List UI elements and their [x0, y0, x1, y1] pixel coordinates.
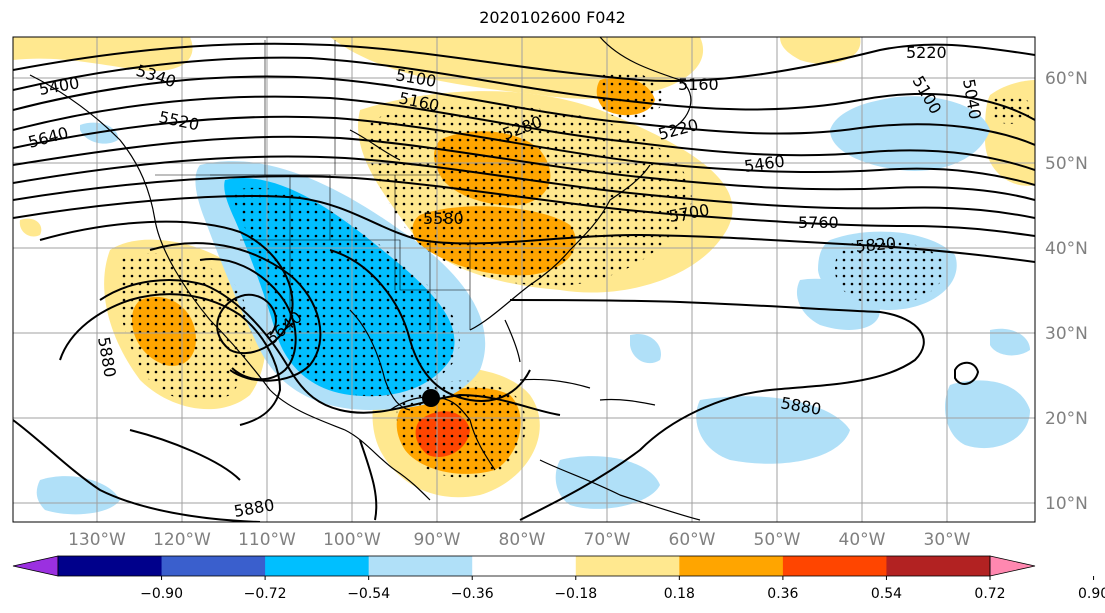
colorbar-tick-label: 0.72: [974, 586, 1005, 602]
colorbar-tick-label: −0.36: [451, 586, 494, 602]
colorbar: −0.90 −0.72 −0.54 −0.36 −0.18 0.18 0.36 0.54 0.7…: [12, 555, 1105, 602]
colorbar-segment: [782, 556, 887, 576]
colorbar-tick-label: −0.72: [244, 586, 287, 602]
colorbar-frame: [57, 555, 991, 577]
colorbar-tick-label: −0.90: [140, 586, 183, 602]
lon-label: 90°W: [414, 530, 461, 550]
contour-label: 5760: [798, 213, 839, 232]
lon-label: 130°W: [68, 530, 126, 550]
colorbar-segment: [368, 556, 473, 576]
longitude-labels: 130°W 120°W 110°W 100°W 90°W 80°W 70°W 6…: [68, 530, 971, 550]
colorbar-tick-label: −0.54: [347, 586, 390, 602]
lon-label: 40°W: [839, 530, 886, 550]
colorbar-segment: [472, 556, 577, 576]
colorbar-segment: [679, 556, 784, 576]
map-title: 2020102600 F042: [479, 8, 626, 27]
colorbar-tick-label: 0.36: [767, 586, 798, 602]
map-frame: [12, 36, 1036, 523]
lon-label: 120°W: [153, 530, 211, 550]
colorbar-segment: [161, 556, 266, 576]
lon-label: 70°W: [584, 530, 631, 550]
colorbar-tick-label: 0.90: [1078, 586, 1105, 602]
lon-label: 110°W: [238, 530, 296, 550]
contour-label: 5580: [423, 209, 464, 228]
colorbar-segment: [58, 556, 163, 576]
lat-label: 40°N: [1045, 239, 1088, 259]
lon-label: 80°W: [499, 530, 546, 550]
colorbar-segment: [575, 556, 680, 576]
colorbar-tick-label: 0.54: [871, 586, 902, 602]
lat-label: 20°N: [1045, 409, 1088, 429]
contour-label: 5820: [855, 234, 897, 256]
lat-label: 10°N: [1045, 494, 1088, 514]
lon-label: 100°W: [323, 530, 381, 550]
colorbar-extend-high: [989, 555, 1036, 577]
lon-label: 60°W: [669, 530, 716, 550]
lat-label: 60°N: [1045, 69, 1088, 89]
lon-label: 30°W: [924, 530, 971, 550]
contour-label: 5220: [906, 43, 947, 62]
latitude-labels: 60°N 50°N 40°N 30°N 20°N 10°N: [1045, 69, 1088, 514]
contour-label: 5160: [678, 75, 719, 94]
storm-center-marker: [422, 389, 440, 407]
colorbar-extend-low: [12, 555, 59, 577]
lon-label: 50°W: [754, 530, 801, 550]
colorbar-segment: [265, 556, 370, 576]
colorbar-tick-label: 0.18: [664, 586, 695, 602]
state-borders: [155, 40, 471, 330]
colorbar-tick-label: −0.18: [554, 586, 597, 602]
colorbar-segment: [886, 556, 991, 576]
lat-label: 50°N: [1045, 154, 1088, 174]
height-contours: [13, 42, 1035, 522]
lat-label: 30°N: [1045, 324, 1088, 344]
